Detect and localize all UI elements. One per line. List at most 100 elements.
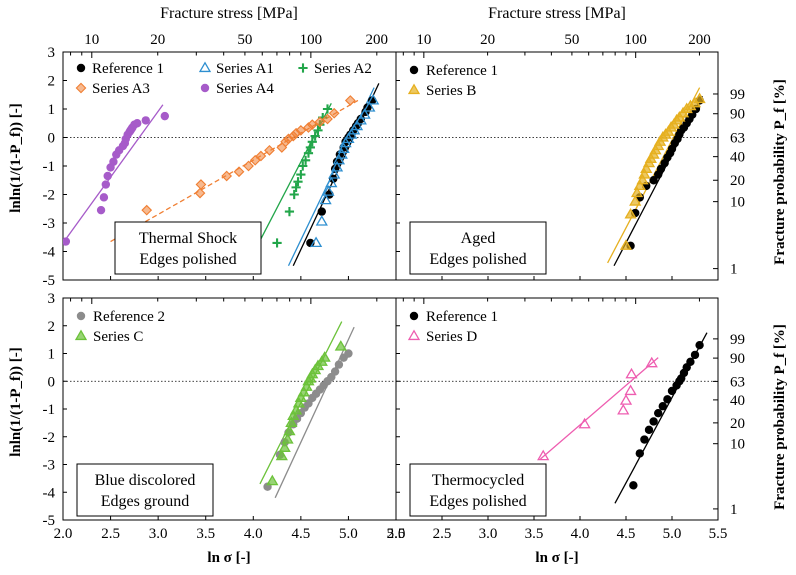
titles-layer: Fracture stress [MPa] Fracture stress [M… bbox=[8, 5, 788, 566]
annotation-line: Edges polished bbox=[139, 251, 236, 268]
legend-marker bbox=[75, 82, 87, 94]
annotation-frame bbox=[409, 221, 547, 275]
x-tick-label: 3.0 bbox=[149, 526, 168, 542]
y-tick-label: -3 bbox=[43, 216, 56, 232]
data-point bbox=[293, 177, 303, 187]
x-tick-label: 5.5 bbox=[709, 526, 728, 542]
annotation-box: Aged Edges polished bbox=[409, 221, 547, 275]
data-point bbox=[334, 360, 344, 369]
panel-bottom-right: 2.0 2.5 3.0 3.5 4.0 4.5 5.0 5.5 99 90 63 40 20 10 1 Ref… bbox=[387, 297, 745, 542]
legend-label: Series A2 bbox=[314, 61, 372, 77]
annotation-frame bbox=[114, 221, 262, 275]
right-tick-label: 1 bbox=[730, 262, 738, 278]
data-point bbox=[298, 161, 308, 171]
panel-top-right: 10 20 50 100 200 99 90 63 40 20 10 1 Reference 1 Seri… bbox=[395, 32, 745, 281]
right-tick-label: 90 bbox=[730, 107, 745, 123]
data-point bbox=[303, 148, 314, 158]
x-tick-label: 5.5 bbox=[387, 526, 406, 542]
x-tick-label: 4.0 bbox=[244, 526, 263, 542]
data-point bbox=[640, 162, 653, 173]
data-point bbox=[328, 107, 340, 119]
data-point bbox=[103, 171, 112, 181]
fit-line bbox=[63, 104, 164, 244]
y-tick-label: 3 bbox=[48, 291, 56, 307]
x-tick-label: 2.5 bbox=[101, 526, 120, 542]
right-axis-title-bottom: Fracture probability P_f [%] bbox=[772, 324, 788, 510]
data-point bbox=[328, 168, 341, 179]
data-point bbox=[309, 236, 323, 248]
data-point bbox=[291, 182, 301, 192]
y-tick-label: -5 bbox=[43, 273, 56, 289]
data-point bbox=[284, 207, 295, 217]
legend-label: Reference 2 bbox=[93, 309, 165, 325]
data-point bbox=[332, 153, 346, 165]
right-tick-label: 90 bbox=[730, 351, 745, 367]
x-tick-label: 4.5 bbox=[617, 526, 636, 542]
data-point bbox=[297, 385, 310, 397]
data-point bbox=[314, 116, 326, 128]
data-point bbox=[667, 386, 677, 396]
data-point bbox=[619, 239, 633, 250]
legend-marker bbox=[76, 63, 86, 73]
data-point bbox=[283, 424, 296, 436]
data-point bbox=[264, 144, 275, 156]
top-tick-label: 200 bbox=[688, 32, 711, 48]
data-point bbox=[337, 142, 350, 154]
data-point bbox=[300, 380, 313, 391]
data-point bbox=[285, 416, 298, 427]
data-point bbox=[617, 403, 630, 415]
right-tick-label: 99 bbox=[730, 332, 745, 348]
legend-marker bbox=[74, 329, 88, 341]
data-point bbox=[101, 180, 111, 189]
data-point bbox=[624, 207, 637, 219]
data-point bbox=[629, 481, 638, 490]
y-tick-label: 0 bbox=[48, 374, 56, 390]
legend-marker bbox=[407, 329, 421, 341]
legend-label: Series C bbox=[93, 329, 143, 345]
data-point bbox=[695, 340, 704, 350]
annotation-line: Aged bbox=[461, 230, 496, 247]
data-layer bbox=[259, 321, 355, 499]
y-tick-label: -1 bbox=[43, 402, 56, 418]
annotation-box: Thermocycled Edges polished bbox=[409, 463, 547, 517]
x-tick-label: 3.5 bbox=[525, 526, 544, 542]
top-tick-label: 50 bbox=[237, 32, 252, 48]
y-tick-label: -4 bbox=[43, 485, 56, 501]
annotation-line: Thermocycled bbox=[432, 472, 524, 489]
left-axis-title-top: lnln(1/(1-P_f)) [-] bbox=[8, 103, 24, 213]
right-tick-label: 99 bbox=[730, 87, 745, 103]
data-point bbox=[160, 111, 170, 121]
right-tick-label: 20 bbox=[730, 173, 745, 189]
top-tick-label: 100 bbox=[624, 32, 647, 48]
data-point bbox=[307, 137, 317, 147]
top-tick-label: 10 bbox=[416, 32, 431, 48]
data-point bbox=[319, 193, 332, 205]
y-tick-label: -2 bbox=[43, 430, 56, 446]
data-point bbox=[141, 204, 153, 216]
annotation-box: Thermal Shock Edges polished bbox=[114, 221, 262, 275]
legend: Reference 2 Series C bbox=[74, 309, 165, 345]
data-point bbox=[317, 207, 326, 216]
data-point bbox=[644, 425, 654, 435]
data-point bbox=[294, 391, 307, 403]
legend-marker bbox=[198, 61, 212, 73]
annotation-line: Edges polished bbox=[429, 251, 526, 268]
data-point bbox=[305, 142, 315, 153]
annotation-line: Thermal Shock bbox=[139, 230, 237, 247]
annotation-box: Blue discolored Edges ground bbox=[76, 463, 214, 517]
legend-label: Series D bbox=[426, 329, 477, 345]
right-tick-label: 20 bbox=[730, 416, 745, 432]
y-tick-label: 1 bbox=[48, 347, 56, 363]
x-tick-label: 4.5 bbox=[291, 526, 310, 542]
right-tick-label: 10 bbox=[730, 437, 745, 453]
data-point bbox=[243, 160, 254, 172]
data-point bbox=[313, 125, 323, 135]
right-tick-label: 63 bbox=[730, 131, 745, 147]
x-tick-label: 2.0 bbox=[387, 526, 406, 542]
data-layer bbox=[537, 332, 708, 504]
right-tick-label: 40 bbox=[730, 393, 745, 409]
right-tick-label: 40 bbox=[730, 150, 745, 166]
top-tick-label: 20 bbox=[480, 32, 495, 48]
